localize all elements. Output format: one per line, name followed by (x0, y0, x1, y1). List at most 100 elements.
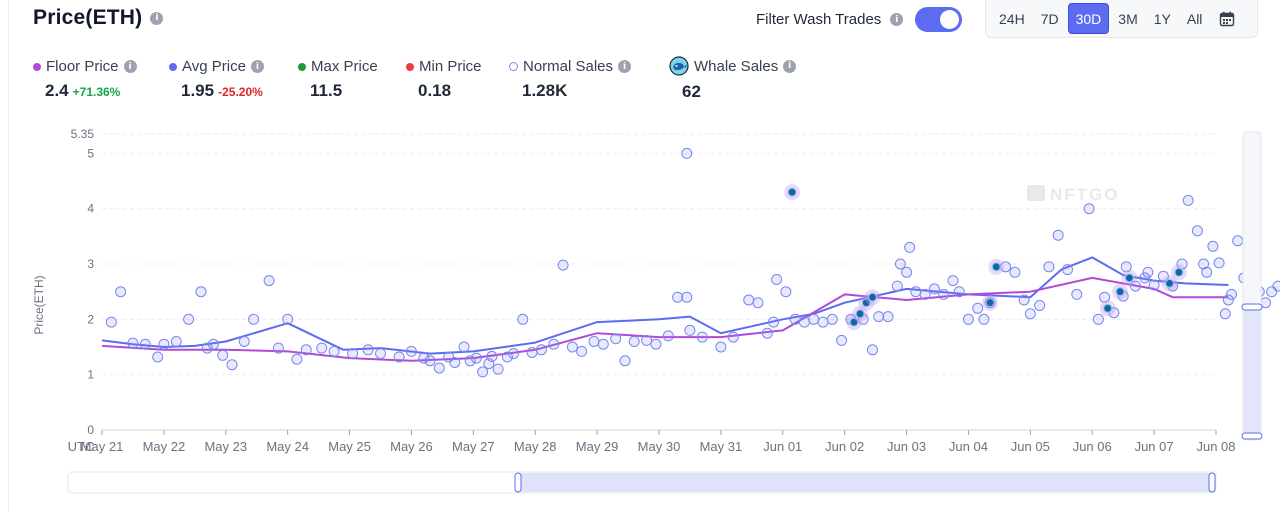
normal-sale-point (557, 259, 569, 271)
chart-points (105, 147, 1280, 378)
calendar-icon[interactable] (1217, 9, 1237, 29)
normal-sale-point (449, 357, 461, 368)
y-tick-label: 0 (87, 423, 94, 437)
time-zoom-handle-left[interactable] (514, 472, 522, 493)
normal-sale-point (1139, 272, 1151, 284)
whale-sale-marker (1103, 303, 1113, 313)
wash-filter-info-icon[interactable]: i (890, 13, 904, 26)
normal-sale-point (1052, 229, 1064, 241)
chart-header: Price(ETH) i (33, 6, 164, 30)
normal-sale-point (328, 345, 340, 357)
normal-sale-point (1272, 280, 1280, 292)
normal-sale-point (1142, 266, 1154, 278)
normal-sale-point (588, 336, 600, 347)
legend-floor-price[interactable]: Floor Price i 2.4 +71.36% (33, 58, 137, 101)
y-tick-label: 2 (87, 312, 94, 326)
whale-sales-info-icon[interactable]: i (783, 59, 797, 73)
normal-sale-point (1207, 240, 1219, 252)
wash-filter-label: Filter Wash Trades (756, 11, 882, 28)
legend-normal-sales[interactable]: Normal Sales i 1.28K (509, 58, 632, 101)
normal-sale-point (1226, 288, 1237, 300)
x-tick-label: May 25 (328, 439, 371, 454)
whale-sale-point (1161, 275, 1178, 292)
normal-sale-point (836, 334, 848, 346)
wash-filter-toggle[interactable] (915, 7, 963, 32)
whale-sale-point (1099, 300, 1116, 317)
range-3m-button[interactable]: 3M (1118, 10, 1138, 27)
range-30d-button[interactable]: 30D (1067, 3, 1110, 34)
vertical-zoom-handle-bottom[interactable] (1241, 432, 1263, 440)
legend-avg-price[interactable]: Avg Price i 1.95 -25.20% (169, 58, 264, 101)
normal-sales-info-icon[interactable]: i (618, 60, 632, 73)
time-zoom-handle-right[interactable] (1208, 472, 1216, 493)
normal-sale-point (316, 342, 328, 354)
time-zoom-range[interactable] (518, 473, 1212, 492)
normal-sale-point (470, 352, 482, 364)
normal-sale-point (938, 288, 950, 300)
vertical-zoom-handle-top[interactable] (1241, 303, 1263, 311)
avg-price-value: 1.95 (181, 81, 215, 100)
normal-sale-point (291, 353, 303, 365)
normal-sale-point (486, 350, 498, 362)
normal-sale-point (1062, 264, 1073, 276)
series-line (101, 256, 1229, 355)
normal-sale-point (743, 294, 755, 306)
normal-sale-point (1148, 279, 1160, 291)
normal-sale-point (508, 348, 520, 360)
normal-sale-point (771, 274, 783, 285)
legend-whale-sales[interactable]: Whale Sales i 62 (669, 56, 797, 102)
y-axis: 0 1 2 3 4 5 5.35 (71, 127, 95, 437)
normal-sale-point (1018, 294, 1030, 306)
x-tick-label: May 29 (576, 439, 619, 454)
normal-sale-point (1198, 258, 1210, 270)
x-tick-label: May 27 (452, 439, 495, 454)
normal-sale-point (882, 311, 894, 323)
max-price-dot-icon (298, 62, 306, 71)
x-tick-label: Jun 06 (1073, 439, 1112, 454)
normal-sale-point (867, 344, 878, 356)
normal-sale-point (597, 338, 609, 350)
normal-sale-point (919, 288, 931, 300)
y-tick-label: 5 (87, 146, 94, 160)
normal-sale-point (1092, 313, 1104, 325)
whale-sale-point (1112, 283, 1129, 300)
vertical-zoom-range[interactable] (1243, 308, 1261, 436)
range-7d-button[interactable]: 7D (1040, 10, 1059, 27)
normal-sale-point (826, 313, 838, 325)
whale-sales-value: 62 (682, 82, 701, 101)
legend-min-price[interactable]: Min Price 0.18 (406, 58, 482, 101)
normal-sale-point (127, 337, 139, 349)
title-info-icon[interactable]: i (150, 11, 164, 25)
normal-sale-point (780, 286, 792, 298)
floor-price-info-icon[interactable]: i (123, 60, 137, 73)
x-tick-label: May 21 (81, 439, 124, 454)
normal-sale-point (628, 336, 640, 347)
normal-sale-point (433, 362, 445, 374)
x-tick-label: May 30 (638, 439, 681, 454)
normal-sales-ring-icon (509, 62, 518, 71)
series-line (101, 276, 1229, 362)
watermark: NFTGO (1027, 185, 1118, 204)
time-range-selector: 24H 7D 30D 3M 1Y All (985, 0, 1258, 38)
floor-price-value: 2.4 (45, 81, 69, 100)
whale-sales-label: Whale Sales (694, 57, 779, 75)
legend-max-price[interactable]: Max Price 11.5 (298, 58, 378, 101)
max-price-label: Max Price (311, 58, 378, 75)
normal-sale-point (768, 316, 779, 328)
whale-sale-point (864, 289, 881, 306)
avg-price-info-icon[interactable]: i (250, 60, 264, 73)
normal-sale-point (1219, 308, 1231, 320)
x-tick-label: May 28 (514, 439, 557, 454)
normal-sale-point (263, 275, 275, 287)
normal-sale-point (1232, 235, 1244, 247)
range-24h-button[interactable]: 24H (999, 10, 1025, 27)
x-axis-prefix: UTC (68, 439, 95, 454)
range-all-button[interactable]: All (1186, 10, 1203, 27)
range-1y-button[interactable]: 1Y (1153, 10, 1171, 27)
x-tick-label: Jun 07 (1135, 439, 1174, 454)
whale-icon (669, 56, 689, 76)
x-tick-label: May 24 (266, 439, 309, 454)
toggle-knob (940, 10, 960, 29)
whale-sale-point (1170, 264, 1187, 281)
normal-sale-point (681, 147, 693, 159)
